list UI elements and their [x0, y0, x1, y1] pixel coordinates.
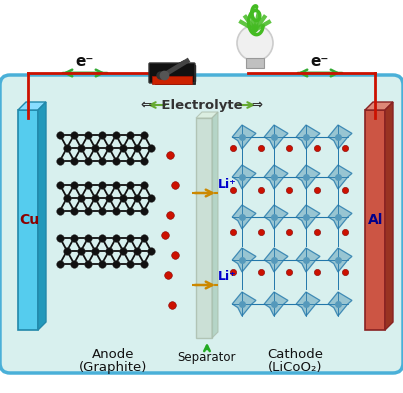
Bar: [152, 76, 192, 84]
Polygon shape: [232, 292, 256, 316]
Polygon shape: [296, 125, 320, 149]
Polygon shape: [296, 165, 320, 189]
Bar: [365, 110, 385, 330]
Text: Anode: Anode: [92, 349, 134, 362]
Bar: [196, 118, 212, 338]
FancyBboxPatch shape: [0, 75, 403, 373]
Bar: [18, 110, 38, 330]
Polygon shape: [328, 125, 352, 149]
Text: Cu: Cu: [19, 213, 39, 227]
Polygon shape: [385, 102, 393, 330]
Polygon shape: [232, 248, 256, 272]
FancyBboxPatch shape: [149, 63, 195, 83]
Polygon shape: [264, 125, 288, 149]
Text: Li⁺: Li⁺: [218, 178, 237, 191]
Text: Separator: Separator: [178, 351, 236, 364]
Polygon shape: [264, 165, 288, 189]
Polygon shape: [264, 205, 288, 229]
Polygon shape: [328, 292, 352, 316]
Text: (LiCoO₂): (LiCoO₂): [268, 360, 322, 373]
Polygon shape: [296, 292, 320, 316]
Text: Al: Al: [368, 213, 384, 227]
Bar: [155, 76, 195, 84]
Text: Li⁺: Li⁺: [218, 270, 237, 283]
Polygon shape: [264, 292, 288, 316]
Bar: [246, 58, 264, 68]
Bar: [155, 65, 195, 81]
Polygon shape: [18, 102, 46, 110]
Polygon shape: [232, 125, 256, 149]
Polygon shape: [328, 248, 352, 272]
Circle shape: [237, 25, 273, 61]
Polygon shape: [232, 205, 256, 229]
Polygon shape: [296, 205, 320, 229]
Polygon shape: [38, 102, 46, 330]
Text: e⁻: e⁻: [76, 53, 94, 68]
Text: (Graphite): (Graphite): [79, 360, 147, 373]
Polygon shape: [196, 112, 218, 118]
Text: e⁻: e⁻: [311, 53, 329, 68]
Text: Cathode: Cathode: [267, 349, 323, 362]
Polygon shape: [328, 205, 352, 229]
Polygon shape: [296, 248, 320, 272]
Polygon shape: [365, 102, 393, 110]
Text: ⇐  Electrolyte  ⇒: ⇐ Electrolyte ⇒: [141, 99, 263, 112]
Polygon shape: [264, 248, 288, 272]
Polygon shape: [232, 165, 256, 189]
Polygon shape: [328, 165, 352, 189]
Polygon shape: [212, 112, 218, 338]
